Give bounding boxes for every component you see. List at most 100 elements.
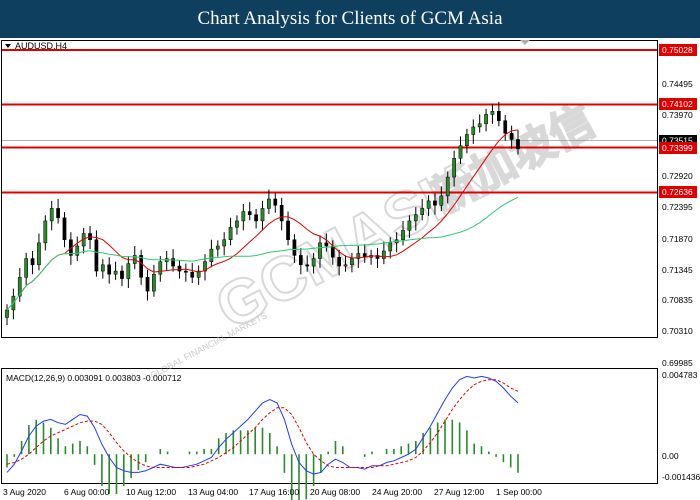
candle-bearish [254, 214, 258, 222]
price-y-tick: 0.70310 [662, 326, 693, 336]
level-label-3: 0.73399 [662, 143, 693, 153]
price-y-tick: 0.72920 [662, 171, 693, 181]
candle-bullish [471, 126, 476, 135]
level-label-2: 0.74102 [662, 99, 693, 109]
candle-bearish [139, 255, 143, 278]
candle-bearish [171, 258, 175, 267]
symbol-label: AUDUSD,H4 [15, 41, 67, 51]
level-label-box-1 [659, 44, 697, 56]
candle-bullish [439, 195, 444, 206]
candle-bearish [375, 255, 380, 259]
candle-bearish [184, 270, 188, 273]
level-label-box-3 [659, 142, 697, 154]
candle-bearish [279, 205, 284, 222]
macd-histogram [6, 419, 519, 500]
candle-bullish [209, 248, 214, 262]
macd-y-tick: -0.001436 [662, 472, 700, 482]
level-label-box-4 [659, 186, 697, 198]
candle-bullish [426, 200, 431, 209]
macd-line [6, 375, 519, 475]
price-y-tick: 0.73970 [662, 110, 693, 120]
candle-bullish [5, 309, 9, 318]
x-tick: 13 Aug 04:00 [188, 487, 238, 497]
candle-bearish [305, 264, 310, 267]
candle-bullish [75, 245, 80, 256]
candle-bullish [407, 220, 412, 231]
candle-bullish [24, 258, 29, 278]
candle-bullish [196, 270, 201, 278]
candle-bullish [113, 270, 118, 275]
macd-y-tick: 0.004783 [662, 370, 698, 380]
chart-area: GCMASIA 新加坡信 GLOBAL FINANCIAL MARKETS AU… [1, 40, 700, 500]
current-price-box [659, 135, 697, 146]
candle-bullish [152, 273, 156, 292]
candle-bullish [37, 242, 41, 266]
header-bar: Chart Analysis for Clients of GCM Asia [0, 0, 700, 38]
price-y-tick: 0.71870 [662, 234, 693, 244]
page-title: Chart Analysis for Clients of GCM Asia [197, 8, 503, 29]
candle-bullish [215, 245, 220, 250]
candle-bullish [203, 261, 207, 272]
candle-bearish [62, 217, 67, 240]
x-tick: 17 Aug 16:00 [249, 487, 299, 497]
candle-bullish [350, 258, 354, 266]
candle-bearish [56, 208, 60, 219]
price-y-tick: 0.70835 [662, 295, 693, 305]
candle-bearish [337, 257, 341, 267]
candle-bullish [43, 220, 48, 244]
candle-bearish [496, 111, 501, 121]
candle-bullish [311, 258, 316, 267]
price-panel-frame [1, 40, 658, 338]
candle-bullish [356, 253, 361, 259]
candle-bullish [158, 261, 163, 275]
level-label-box-2 [659, 98, 697, 110]
candle-bearish [273, 198, 278, 206]
candle-bearish [298, 255, 303, 266]
candle-bullish [452, 158, 456, 178]
price-y-tick: 0.74495 [662, 79, 693, 89]
period-separator-marker [520, 40, 530, 45]
x-tick: 6 Aug 00:00 [64, 487, 110, 497]
price-y-tick: 0.72395 [662, 202, 693, 212]
candle-bullish [477, 123, 482, 128]
macd-y-tick: 0.00 [662, 451, 679, 461]
candle-bearish [120, 270, 124, 279]
candle-bullish [100, 264, 105, 272]
candle-bullish [235, 220, 239, 228]
candle-bearish [433, 200, 437, 206]
moving-average-green [6, 196, 519, 311]
moving-average-red [19, 129, 519, 295]
price-y-tick: 0.69985 [662, 358, 693, 368]
x-tick: 27 Aug 12:00 [434, 487, 484, 497]
candle-bearish [247, 211, 252, 215]
candle-bullish [318, 242, 322, 259]
macd-label: MACD(12,26,9) 0.003091 0.003803 -0.00071… [6, 373, 182, 383]
candle-bearish [516, 139, 520, 150]
candle-bullish [445, 176, 450, 197]
candle-bearish [30, 258, 35, 266]
candle-bearish [324, 242, 329, 247]
candle-bullish [343, 264, 348, 267]
candle-bullish [401, 230, 405, 240]
price-y-tick: 0.71345 [662, 265, 693, 275]
candle-bullish [267, 198, 271, 209]
x-tick: 20 Aug 08:00 [310, 487, 360, 497]
symbol-triangle-icon [5, 44, 11, 48]
candle-bullish [126, 263, 131, 279]
candle-bearish [94, 239, 99, 272]
candle-bearish [107, 264, 112, 275]
candle-bullish [413, 214, 418, 222]
candle-bearish [330, 245, 335, 258]
level-label-4: 0.72636 [662, 187, 693, 197]
level-label-1: 0.75028 [662, 45, 693, 55]
candle-bearish [509, 132, 514, 140]
candle-bullish [388, 242, 393, 252]
candle-bullish [49, 208, 54, 222]
candle-bullish [465, 134, 469, 146]
x-tick: 10 Aug 12:00 [126, 487, 176, 497]
candle-bearish [145, 277, 150, 292]
current-price-label: 0.73515 [662, 136, 693, 146]
macd-panel-frame [1, 368, 658, 484]
x-tick: 3 Aug 2020 [3, 487, 46, 497]
candle-bullish [222, 239, 227, 247]
